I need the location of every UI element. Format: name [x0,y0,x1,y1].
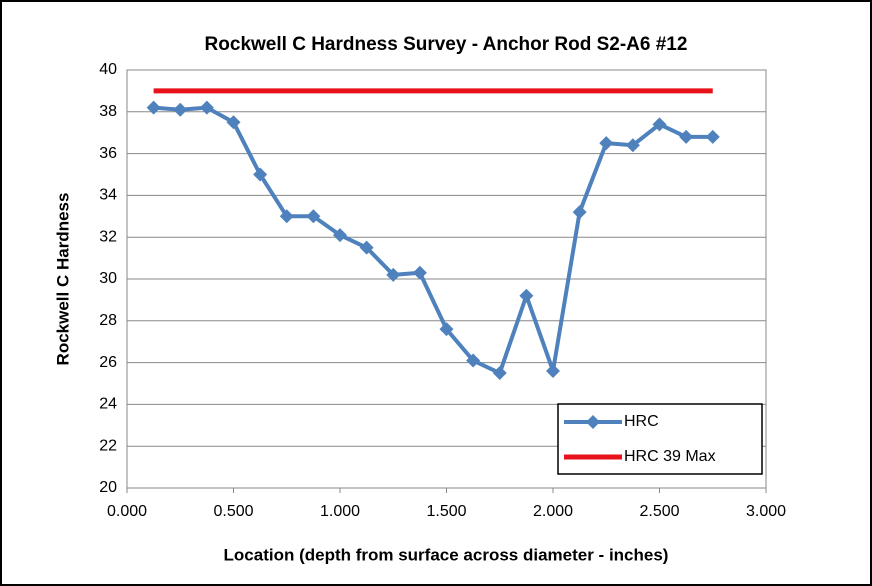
x-tick-label: 0.000 [107,503,147,520]
legend-label: HRC 39 Max [624,448,716,465]
data-point [466,353,481,368]
data-point [625,138,640,153]
x-tick-label: 2.000 [533,503,573,520]
y-tick-label: 40 [99,61,117,78]
data-point [199,100,214,115]
legend-box [557,403,763,475]
x-tick-label: 2.500 [639,503,679,520]
series-line [153,105,713,376]
data-point [226,115,241,130]
y-tick-label: 30 [99,270,117,287]
data-point [519,288,534,303]
chart-title: Rockwell C Hardness Survey - Anchor Rod … [205,34,688,55]
legend-marker [586,415,600,429]
y-tick-label: 34 [99,187,117,204]
data-point [546,363,560,378]
x-tick-label: 0.500 [213,503,253,520]
data-point [679,129,694,144]
y-tick-label: 24 [99,396,117,413]
y-tick-label: 22 [99,437,117,454]
x-tick-label: 1.500 [426,503,466,520]
x-tick-label: 1.000 [320,503,360,520]
data-point [359,240,374,255]
data-point [572,205,587,220]
data-point [492,366,507,381]
y-tick-label: 28 [99,312,117,329]
data-point [599,136,614,151]
y-axis-label: Rockwell C Hardness [53,193,72,366]
data-point [146,100,161,115]
data-point [253,167,268,182]
data-point [439,322,454,337]
y-tick-label: 26 [99,354,117,371]
x-axis-label: Location (depth from surface across diam… [224,545,669,564]
legend: HRC HRC 39 Max [557,403,763,475]
data-point [705,129,720,144]
x-tick-label: 3.000 [746,503,786,520]
y-tick-label: 36 [99,145,117,162]
y-tick-label: 20 [99,479,117,496]
data-point [386,267,401,282]
data-point [652,117,667,132]
data-point [173,102,188,117]
data-point [412,265,427,280]
y-tick-label: 32 [99,228,117,245]
data-point [333,228,347,243]
legend-label: HRC [624,413,659,430]
y-tick-label: 38 [99,103,117,120]
data-point [306,209,321,224]
data-point [279,209,294,224]
